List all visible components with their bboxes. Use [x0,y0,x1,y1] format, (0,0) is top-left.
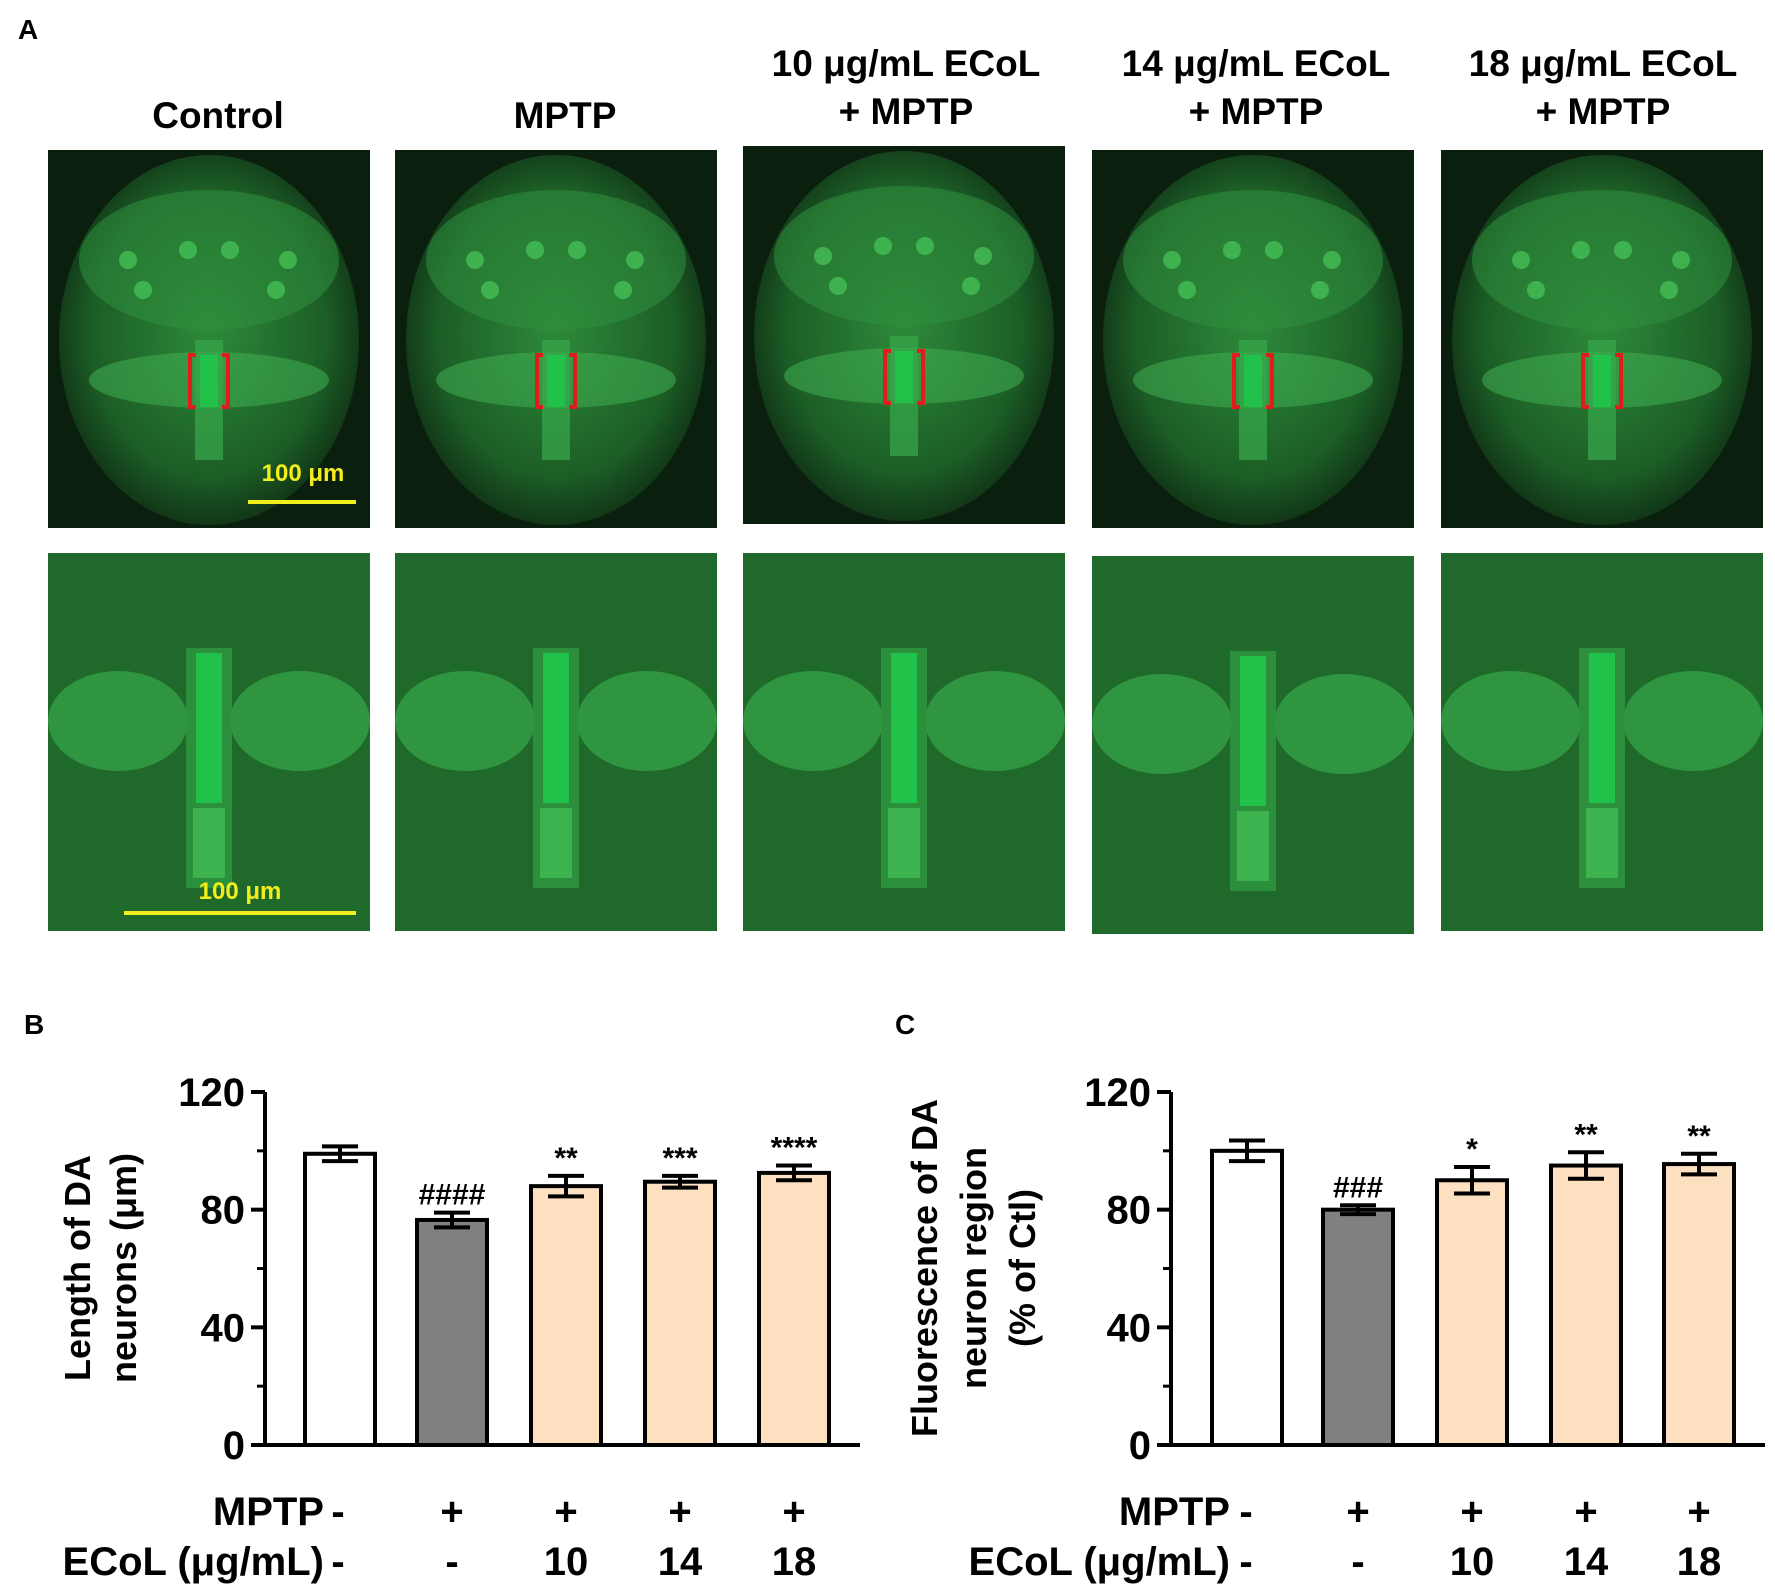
group-title-4: 18 μg/mL ECoL + MPTP [1438,40,1768,136]
micrograph-overview-1 [395,150,717,528]
significance-mark: *** [662,1142,697,1175]
y-tick-label: 0 [223,1424,245,1468]
y-tick-label: 80 [1107,1189,1152,1233]
group-title-line1: 10 μg/mL ECoL [771,43,1041,84]
bar [1435,1178,1509,1447]
y-tick-label: 120 [1084,1071,1151,1115]
treatment-value: 14 [1564,1540,1609,1584]
bar [1662,1162,1736,1447]
significance-mark: ** [1687,1120,1711,1153]
significance-mark: * [1466,1133,1478,1166]
group-title-2: 10 μg/mL ECoL + MPTP [741,40,1071,136]
micrograph-overview-3 [1092,150,1414,528]
scale-bar-label-overview: 100 μm [261,460,345,487]
chart-panel-c: C 0 40 80 120 Fluorescence of DA neuron region… [895,1009,1765,1584]
group-title-3: 14 μg/mL ECoL + MPTP [1091,40,1421,136]
bar [303,1151,377,1447]
y-axis-label-line2: neurons (μm) [103,1153,144,1383]
y-axis-label-line1: Length of DA [57,1155,98,1381]
bar [415,1217,489,1447]
scale-bar-overview [248,500,356,504]
treatment-value: + [440,1490,463,1534]
treatment-value: 14 [658,1540,703,1584]
treatment-value: + [1460,1490,1483,1534]
micrograph-overview-2 [743,146,1065,524]
group-title-line2: + MPTP [1535,91,1671,132]
group-title-1: MPTP [400,92,730,140]
panel-letter-a: A [18,14,39,45]
bar [757,1170,831,1447]
y-axis-label-line1: Fluorescence of DA [904,1099,945,1437]
treatment-value: + [554,1490,577,1534]
y-tick-label: 120 [178,1071,245,1115]
micrograph-zoom-0: 100 μm [48,553,370,931]
bar [643,1179,717,1447]
treatment-value: 18 [1677,1540,1722,1584]
panel-letter-b: B [24,1009,44,1040]
treatment-value: + [668,1490,691,1534]
treatment-value: 10 [544,1540,589,1584]
y-tick-label: 0 [1129,1424,1151,1468]
micrograph-overview-4 [1441,150,1763,528]
treatment-value: 10 [1450,1540,1495,1584]
bar [529,1184,603,1447]
treatment-value: + [1687,1490,1710,1534]
group-title-line1: Control [152,95,284,136]
bar [1210,1148,1284,1447]
y-tick-label: 80 [201,1189,246,1233]
significance-mark: **** [771,1132,818,1165]
significance-mark: #### [419,1179,486,1212]
micrograph-zoom-3 [1092,556,1414,934]
micrograph-zoom-2 [743,553,1065,931]
treatment-value: - [1351,1540,1364,1584]
bar [1549,1163,1623,1448]
significance-mark: ** [1574,1118,1598,1151]
treatment-value: 18 [772,1540,817,1584]
scale-bar-zoom [124,911,356,915]
treatment-value: + [782,1490,805,1534]
treatment-value: - [445,1540,458,1584]
micrograph-zoom-4 [1441,553,1763,931]
treatment-value: - [331,1540,344,1584]
treatment-value: + [1346,1490,1369,1534]
treatment-row-label: MPTP [213,1490,324,1534]
treatment-row-label: MPTP [1119,1490,1230,1534]
group-title-line1: 14 μg/mL ECoL [1121,43,1391,84]
bar [1321,1207,1395,1447]
group-title-line1: 18 μg/mL ECoL [1468,43,1738,84]
treatment-value: + [1574,1490,1597,1534]
y-tick-label: 40 [201,1306,246,1350]
group-title-line2: + MPTP [838,91,974,132]
significance-mark: ### [1333,1171,1383,1204]
micrograph-overview-0: 100 μm [48,150,370,528]
treatment-row-label: ECoL (μg/mL) [969,1540,1230,1584]
panel-letter-c: C [895,1009,915,1040]
micrograph-zoom-1 [395,553,717,931]
scale-bar-label-zoom: 100 μm [198,878,282,905]
y-tick-label: 40 [1107,1306,1152,1350]
group-title-line1: MPTP [513,95,617,136]
y-axis-label-line2: neuron region [953,1147,994,1389]
treatment-value: - [1239,1540,1252,1584]
y-axis-label-line3: (% of Ctl) [1002,1189,1043,1347]
treatment-value: - [331,1490,344,1534]
significance-mark: ** [554,1142,578,1175]
treatment-row-label: ECoL (μg/mL) [63,1540,324,1584]
treatment-value: - [1239,1490,1252,1534]
group-title-0: Control [53,92,383,140]
group-title-line2: + MPTP [1188,91,1324,132]
